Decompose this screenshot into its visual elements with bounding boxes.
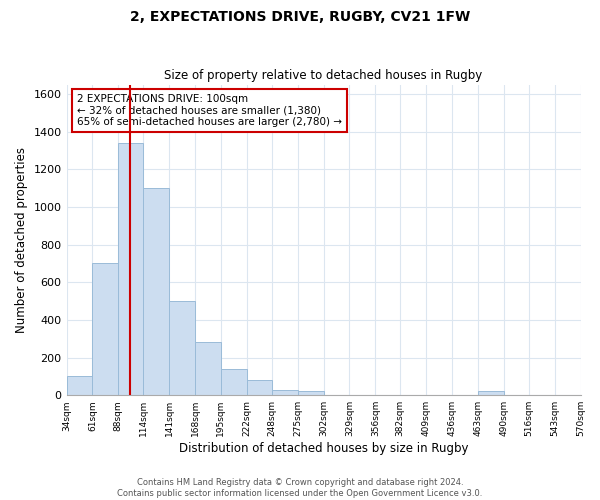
Bar: [221, 369, 247, 395]
Bar: [143, 188, 169, 395]
Bar: [478, 392, 504, 395]
Bar: [92, 264, 118, 395]
Bar: [247, 380, 272, 395]
Bar: [67, 376, 92, 395]
Text: 2, EXPECTATIONS DRIVE, RUGBY, CV21 1FW: 2, EXPECTATIONS DRIVE, RUGBY, CV21 1FW: [130, 10, 470, 24]
Bar: [195, 342, 221, 395]
Bar: [298, 392, 323, 395]
Bar: [272, 390, 298, 395]
Text: Contains HM Land Registry data © Crown copyright and database right 2024.
Contai: Contains HM Land Registry data © Crown c…: [118, 478, 482, 498]
Bar: [169, 301, 195, 395]
Text: 2 EXPECTATIONS DRIVE: 100sqm
← 32% of detached houses are smaller (1,380)
65% of: 2 EXPECTATIONS DRIVE: 100sqm ← 32% of de…: [77, 94, 342, 127]
X-axis label: Distribution of detached houses by size in Rugby: Distribution of detached houses by size …: [179, 442, 468, 455]
Title: Size of property relative to detached houses in Rugby: Size of property relative to detached ho…: [164, 69, 482, 82]
Bar: [118, 143, 143, 395]
Y-axis label: Number of detached properties: Number of detached properties: [15, 147, 28, 333]
